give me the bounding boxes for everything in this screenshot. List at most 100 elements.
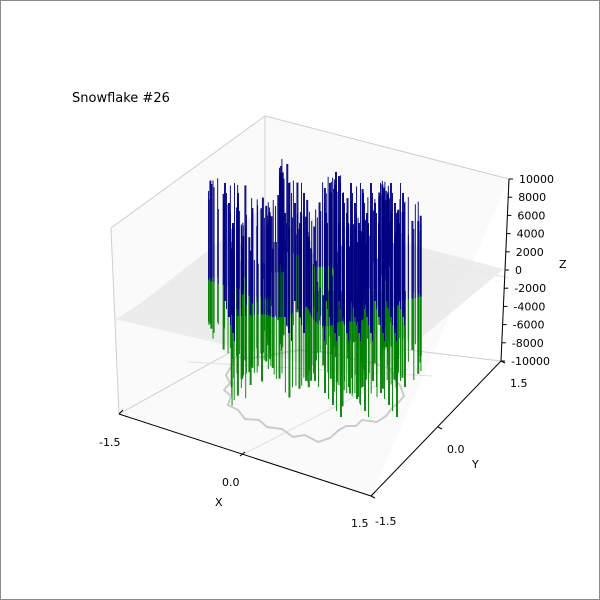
positive-bar (305, 216, 308, 307)
positive-bar (404, 203, 405, 325)
z-tick-label: 10000 (519, 173, 554, 186)
negative-bar (253, 314, 255, 373)
negative-bar (364, 291, 366, 411)
positive-bar (352, 193, 353, 309)
positive-bar (253, 259, 255, 315)
negative-bar (338, 273, 341, 336)
positive-bar (336, 191, 338, 274)
negative-bar (217, 277, 219, 323)
positive-bar (318, 202, 321, 268)
positive-bar (261, 197, 264, 280)
positive-bar (279, 174, 282, 255)
negative-bar (417, 297, 419, 357)
negative-bar (322, 326, 325, 366)
positive-bar (256, 226, 258, 297)
positive-bar (368, 235, 370, 289)
positive-bar (368, 223, 369, 325)
positive-bar (364, 203, 365, 309)
positive-bar (360, 183, 361, 341)
negative-bar (307, 307, 309, 382)
positive-bar (319, 287, 321, 326)
positive-bar (331, 275, 333, 325)
negative-bar (380, 291, 382, 393)
positive-bar (226, 193, 227, 309)
negative-bar (241, 289, 243, 373)
y-tick-label: 0.0 (447, 443, 465, 456)
positive-bar (327, 176, 329, 267)
y-tick-mark (437, 426, 443, 430)
negative-bar (328, 291, 329, 399)
positive-bar (402, 193, 404, 317)
negative-bar (373, 262, 375, 309)
positive-bar (286, 164, 289, 253)
negative-bar (286, 252, 289, 327)
negative-bar (284, 315, 286, 393)
negative-bar (396, 291, 398, 417)
x-tick-mark (118, 409, 124, 415)
y-tick-label: 1.5 (510, 377, 528, 390)
positive-bar (278, 246, 281, 318)
negative-bar (231, 312, 233, 396)
negative-bar (263, 314, 265, 361)
negative-bar (352, 291, 353, 393)
positive-bar (388, 223, 389, 309)
positive-bar (275, 241, 277, 318)
positive-bar (388, 198, 390, 267)
negative-bar (281, 268, 284, 335)
positive-bar (331, 193, 332, 325)
z-tick-label: -6000 (513, 319, 545, 332)
positive-bar (398, 223, 400, 301)
positive-bar (244, 185, 247, 278)
positive-bar (346, 213, 348, 333)
positive-bar (396, 220, 399, 305)
y-tick-label: -1.5 (375, 515, 396, 528)
z-tick-label: 2000 (516, 246, 544, 259)
negative-bar (270, 272, 273, 307)
negative-bar (245, 305, 247, 374)
positive-bar (311, 221, 313, 265)
negative-bar (257, 314, 259, 366)
positive-bar (376, 213, 377, 309)
negative-bar (324, 291, 326, 393)
negative-bar (227, 286, 229, 354)
negative-bar (292, 253, 294, 326)
positive-bar (248, 237, 251, 296)
positive-bar (310, 248, 313, 315)
negative-bar (340, 291, 342, 417)
positive-bar (365, 219, 367, 289)
negative-bar (249, 315, 252, 386)
negative-bar (310, 314, 313, 381)
positive-bar (307, 236, 310, 309)
positive-bar (392, 193, 393, 325)
z-tick-label: 6000 (517, 209, 545, 222)
positive-bar (417, 201, 419, 298)
positive-bar (414, 204, 416, 299)
negative-bar (260, 296, 263, 354)
positive-bar (303, 193, 305, 333)
z-tick-label: 8000 (518, 191, 546, 204)
positive-bar (413, 228, 415, 293)
negative-bar (386, 289, 388, 366)
z-tick-label: 4000 (517, 228, 545, 241)
positive-bar (297, 213, 298, 309)
negative-bar (233, 311, 235, 378)
positive-bar (329, 183, 331, 317)
negative-bar (359, 321, 361, 404)
negative-bar (344, 291, 345, 381)
positive-bar (271, 248, 274, 317)
positive-bar (400, 183, 401, 309)
positive-bar (382, 193, 384, 333)
positive-bar (366, 213, 368, 317)
positive-bar (314, 260, 317, 322)
negative-bar (411, 298, 414, 350)
positive-bar (213, 187, 215, 283)
positive-bar (332, 177, 334, 268)
positive-bar (260, 208, 263, 297)
positive-bar (381, 194, 383, 276)
positive-bar (284, 213, 286, 317)
negative-bar (341, 321, 344, 407)
positive-bar (245, 214, 247, 306)
positive-bar (378, 223, 380, 317)
chart-title: Snowflake #26 (72, 91, 170, 106)
